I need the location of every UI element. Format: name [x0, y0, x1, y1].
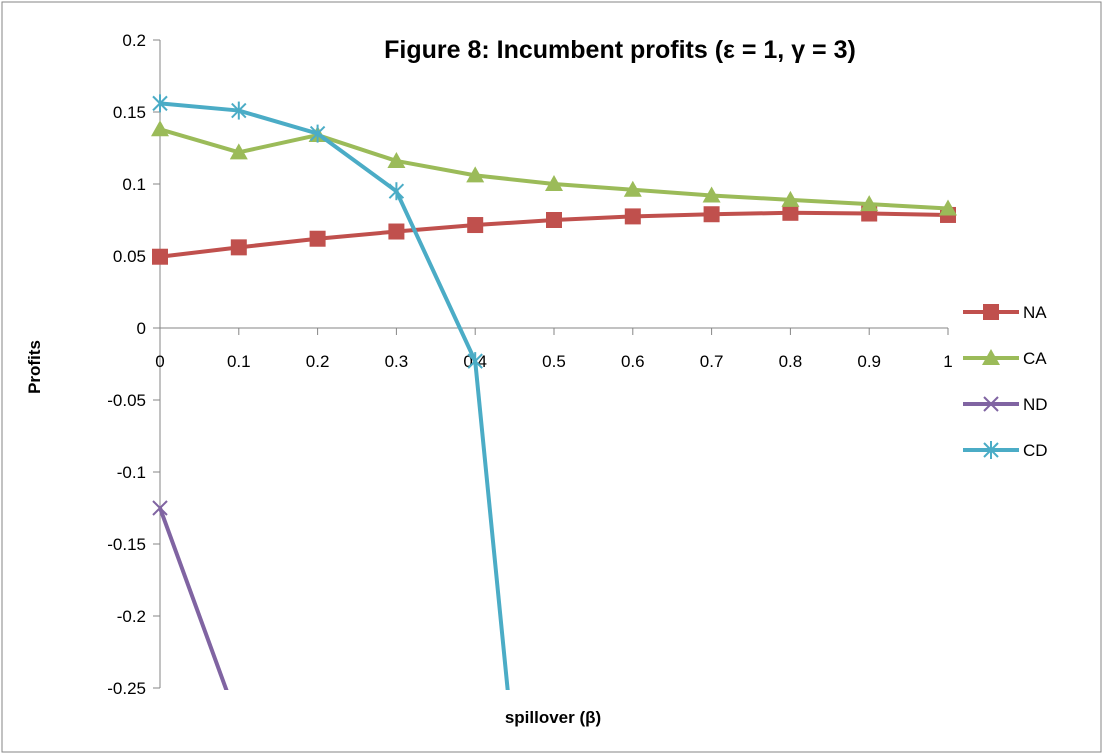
- legend-item-nd: ND: [963, 395, 1048, 414]
- y-tick-label: -0.1: [117, 463, 146, 482]
- series-cd: [152, 94, 510, 690]
- data-point-square: [782, 204, 799, 221]
- y-tick-label: 0.05: [113, 247, 146, 266]
- data-point-square: [546, 212, 562, 228]
- data-point-square: [983, 304, 999, 320]
- legend-item-na: NA: [963, 303, 1047, 322]
- data-point-triangle: [229, 143, 248, 160]
- legend-label: ND: [1023, 395, 1048, 414]
- x-tick-label: 0: [155, 352, 164, 371]
- x-tick-label: 0.5: [542, 352, 566, 371]
- data-point-square: [230, 239, 247, 256]
- data-point-asterisk: [152, 94, 168, 113]
- data-point-triangle: [982, 349, 1000, 365]
- data-point-triangle: [151, 120, 169, 137]
- data-point-square: [309, 230, 326, 247]
- series-nd: [152, 500, 229, 690]
- y-tick-label: 0: [137, 319, 146, 338]
- y-tick-label: 0.2: [122, 31, 146, 50]
- data-point-square: [624, 208, 641, 225]
- y-tick-label: -0.15: [107, 535, 146, 554]
- y-tick-label: 0.1: [122, 175, 146, 194]
- data-point-triangle: [387, 151, 406, 168]
- x-tick-label: 0.9: [857, 352, 881, 371]
- data-point-triangle: [466, 166, 485, 183]
- legend-item-cd: CD: [963, 441, 1048, 460]
- x-tick-label: 1: [943, 352, 952, 371]
- data-point-square: [152, 248, 168, 265]
- data-point-triangle: [939, 199, 957, 216]
- legend-label: NA: [1023, 303, 1047, 322]
- legend-label: CD: [1023, 441, 1048, 460]
- x-tick-label: 0.3: [385, 352, 409, 371]
- y-axis-title: Profits: [25, 340, 44, 394]
- data-point-triangle: [623, 180, 642, 197]
- x-axis-title: spillover (β): [505, 708, 601, 727]
- data-point-square: [703, 206, 720, 223]
- data-point-x: [152, 500, 168, 516]
- data-point-x: [983, 396, 999, 412]
- x-tick-label: 0.1: [227, 352, 251, 371]
- y-tick-label: -0.05: [107, 391, 146, 410]
- data-point-square: [467, 217, 484, 234]
- data-point-triangle: [781, 190, 800, 207]
- data-point-asterisk: [231, 101, 247, 120]
- x-tick-label: 0.7: [700, 352, 724, 371]
- series-line-nd: [158, 507, 229, 690]
- legend: NA CA ND CD: [963, 303, 1048, 460]
- data-point-triangle: [860, 195, 879, 212]
- data-point-asterisk: [467, 352, 483, 371]
- series-layer: [151, 94, 957, 690]
- series-line-cd: [159, 101, 510, 690]
- data-point-triangle: [702, 186, 721, 203]
- x-tick-label: 0.2: [306, 352, 330, 371]
- data-point-asterisk: [983, 441, 999, 459]
- legend-label: CA: [1023, 349, 1047, 368]
- chart-title: Figure 8: Incumbent profits (ε = 1, γ = …: [384, 36, 856, 64]
- data-point-triangle: [545, 175, 563, 191]
- x-tick-label: 0.6: [621, 352, 645, 371]
- data-point-square: [388, 223, 405, 240]
- data-point-asterisk: [309, 124, 326, 143]
- data-point-asterisk: [388, 182, 405, 201]
- y-tick-label: 0.15: [113, 103, 146, 122]
- y-tick-label: -0.2: [117, 607, 146, 626]
- x-tick-label: 0.8: [779, 352, 803, 371]
- legend-item-ca: CA: [963, 349, 1047, 368]
- y-tick-label: -0.25: [107, 679, 146, 698]
